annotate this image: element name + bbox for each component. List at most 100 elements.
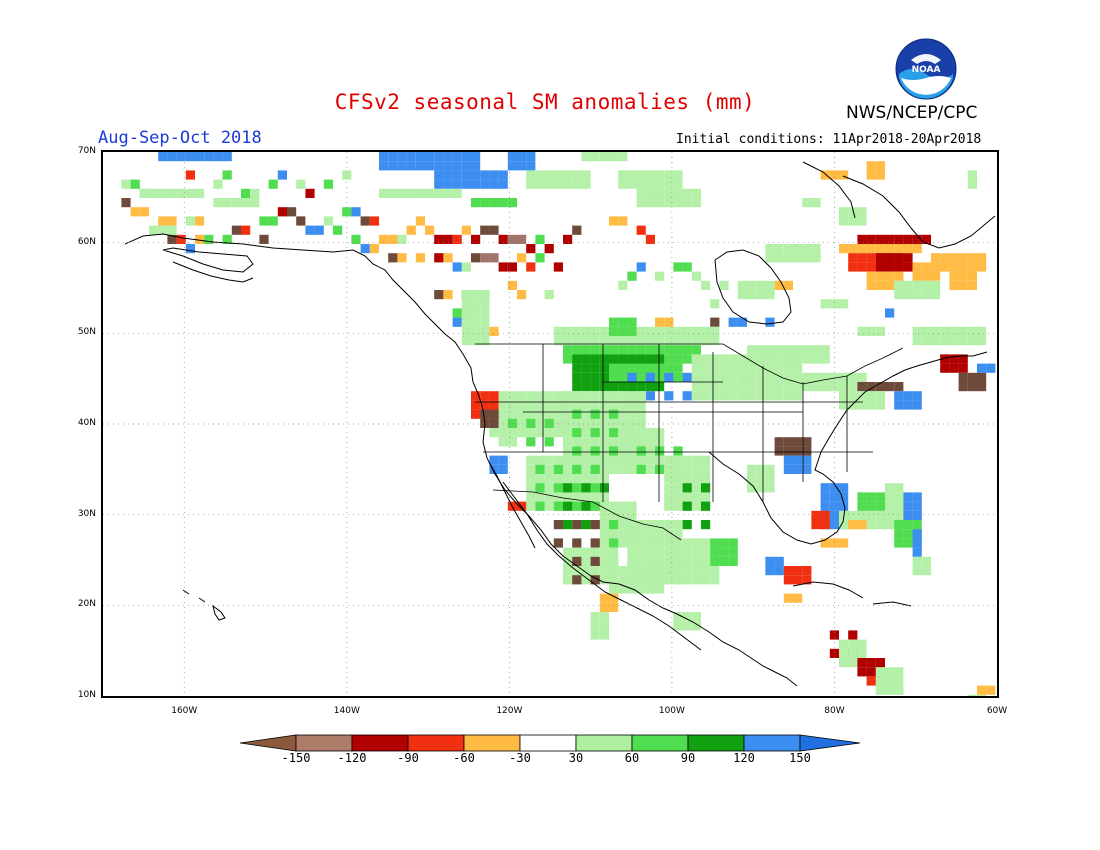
- anomaly-cell: [691, 483, 701, 493]
- anomaly-cell: [673, 575, 683, 585]
- anomaly-cell: [572, 446, 582, 456]
- anomaly-cell: [599, 354, 609, 364]
- anomaly-cell: [590, 345, 600, 355]
- anomaly-cell: [590, 492, 600, 502]
- anomaly-cell: [572, 428, 582, 438]
- anomaly-cell: [471, 198, 481, 208]
- anomaly-cell: [857, 400, 867, 410]
- anomaly-cell: [149, 188, 159, 198]
- anomaly-cell: [213, 152, 223, 162]
- anomaly-cell: [848, 510, 858, 520]
- anomaly-cell: [949, 363, 959, 373]
- anomaly-cell: [379, 188, 389, 198]
- anomaly-cell: [609, 520, 619, 530]
- anomaly-cell: [645, 188, 655, 198]
- anomaly-cell: [507, 262, 517, 272]
- colorbar-segment: [463, 734, 521, 752]
- map-canvas: [103, 152, 997, 696]
- anomaly-cell: [572, 179, 582, 189]
- anomaly-cell: [793, 382, 803, 392]
- anomaly-cell: [967, 336, 977, 346]
- anomaly-cell: [977, 336, 987, 346]
- anomaly-cell: [572, 326, 582, 336]
- anomaly-cell: [627, 409, 637, 419]
- anomaly-cell: [664, 179, 674, 189]
- anomaly-cell: [544, 492, 554, 502]
- anomaly-cell: [590, 464, 600, 474]
- anomaly-cell: [894, 253, 904, 263]
- colorbar-low-arrow: [240, 734, 297, 752]
- anomaly-cell: [149, 225, 159, 235]
- anomaly-cell: [627, 446, 637, 456]
- anomaly-cell: [885, 280, 895, 290]
- anomaly-cell: [618, 575, 628, 585]
- anomaly-cell: [839, 372, 849, 382]
- anomaly-cell: [756, 290, 766, 300]
- anomaly-cell: [655, 464, 665, 474]
- anomaly-cell: [553, 418, 563, 428]
- anomaly-cell: [719, 547, 729, 557]
- anomaly-cell: [857, 382, 867, 392]
- anomaly-cell: [875, 326, 885, 336]
- anomaly-cell: [572, 345, 582, 355]
- anomaly-cell: [912, 280, 922, 290]
- anomaly-cell: [921, 280, 931, 290]
- anomaly-cell: [599, 483, 609, 493]
- anomaly-cell: [747, 354, 757, 364]
- anomaly-cell: [443, 161, 453, 171]
- anomaly-cell: [848, 658, 858, 668]
- anomaly-cell: [590, 612, 600, 622]
- anomaly-cell: [737, 372, 747, 382]
- anomaly-cell: [489, 455, 499, 465]
- anomaly-cell: [903, 391, 913, 401]
- anomaly-cell: [563, 326, 573, 336]
- anomaly-cell: [176, 188, 186, 198]
- anomaly-cell: [526, 391, 536, 401]
- anomaly-cell: [581, 409, 591, 419]
- anomaly-cell: [581, 437, 591, 447]
- anomaly-cell: [691, 566, 701, 576]
- anomaly-cell: [894, 244, 904, 254]
- anomaly-cell: [535, 391, 545, 401]
- anomaly-cell: [443, 188, 453, 198]
- anomaly-cell: [664, 538, 674, 548]
- anomaly-cell: [664, 188, 674, 198]
- anomaly-cell: [885, 244, 895, 254]
- anomaly-cell: [480, 198, 490, 208]
- anomaly-cell: [618, 216, 628, 226]
- anomaly-cell: [664, 170, 674, 180]
- anomaly-cell: [839, 382, 849, 392]
- anomaly-cell: [645, 455, 655, 465]
- anomaly-cell: [857, 234, 867, 244]
- anomaly-cell: [563, 400, 573, 410]
- colorbar-label: 150: [789, 751, 811, 765]
- anomaly-cell: [857, 501, 867, 511]
- anomaly-cell: [480, 400, 490, 410]
- anomaly-cell: [563, 474, 573, 484]
- anomaly-cell: [222, 198, 232, 208]
- anomaly-cell: [517, 428, 527, 438]
- anomaly-cell: [489, 409, 499, 419]
- anomaly-cell: [885, 501, 895, 511]
- anomaly-cell: [369, 216, 379, 226]
- anomaly-cell: [627, 391, 637, 401]
- colorbar-segment: [743, 734, 801, 752]
- anomaly-cell: [563, 446, 573, 456]
- anomaly-cell: [526, 455, 536, 465]
- anomaly-cell: [765, 345, 775, 355]
- anomaly-cell: [406, 188, 416, 198]
- anomaly-cell: [461, 336, 471, 346]
- anomaly-cell: [563, 354, 573, 364]
- anomaly-cell: [415, 216, 425, 226]
- anomaly-cell: [636, 520, 646, 530]
- anomaly-cell: [627, 382, 637, 392]
- anomaly-cell: [655, 336, 665, 346]
- anomaly-cell: [655, 188, 665, 198]
- anomaly-cell: [636, 400, 646, 410]
- anomaly-cell: [829, 648, 839, 658]
- anomaly-cell: [636, 225, 646, 235]
- anomaly-cell: [673, 455, 683, 465]
- anomaly-cell: [572, 372, 582, 382]
- anomaly-cell: [572, 483, 582, 493]
- anomaly-cell: [498, 170, 508, 180]
